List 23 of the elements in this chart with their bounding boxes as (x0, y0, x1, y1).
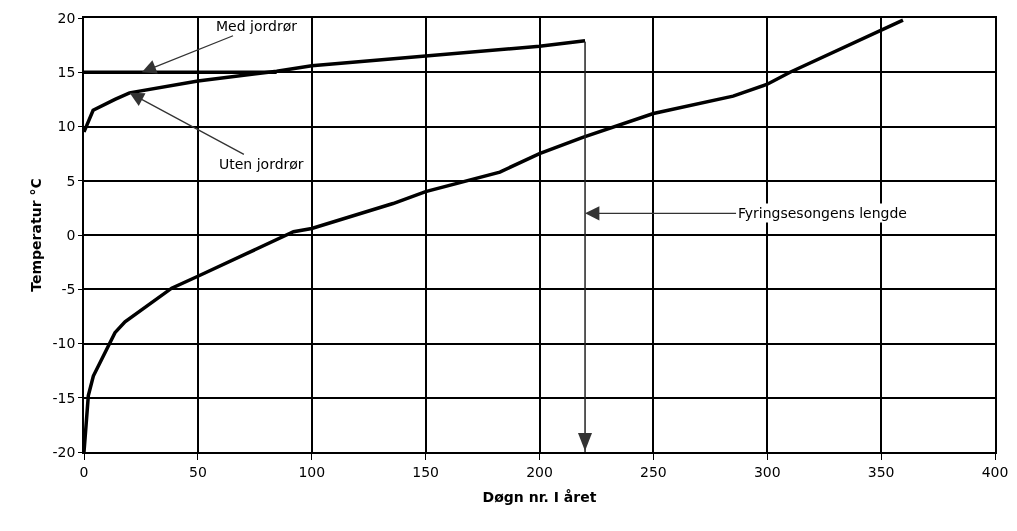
text: Med jordrør (216, 18, 298, 34)
x-tick-label: 300 (753, 463, 781, 480)
y-axis-title: Temperatur °C (27, 178, 44, 292)
y-tick-label: 10 (57, 118, 76, 135)
x-axis-title: Døgn nr. I året (482, 489, 597, 506)
y-tick-label: 15 (57, 64, 76, 81)
x-tick-label: 350 (867, 463, 895, 480)
y-tick-label: -10 (52, 335, 76, 352)
x-tick-label: 200 (526, 463, 553, 480)
y-tick-label: 0 (66, 226, 76, 243)
y-tick-label: -15 (52, 389, 76, 406)
y-tick-label: 20 (57, 9, 76, 26)
x-tick-label: 50 (188, 463, 207, 480)
x-tick-label: 0 (79, 463, 89, 480)
x-tick-label: 400 (981, 463, 1009, 480)
text: Uten jordrør (219, 156, 304, 172)
y-tick-label: -5 (61, 281, 76, 298)
x-tick-label: 150 (412, 463, 439, 480)
y-tick-label: -20 (52, 443, 76, 460)
x-tick-label: 250 (640, 463, 667, 480)
ref-line-label: Fyringsesongens lengde (738, 205, 907, 221)
x-tick-label: 100 (298, 463, 326, 480)
y-tick-label: 5 (66, 172, 76, 189)
